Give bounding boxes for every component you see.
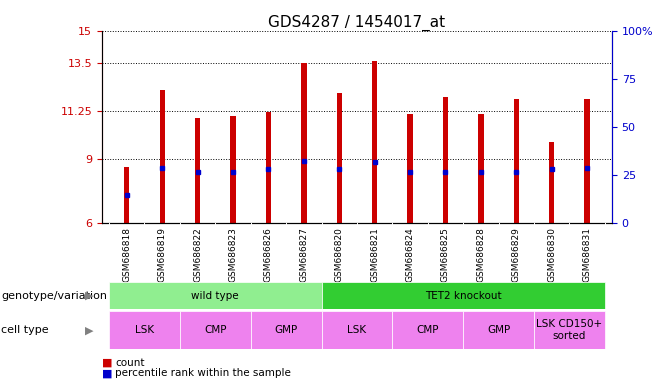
Bar <box>109 311 180 349</box>
Text: ▶: ▶ <box>85 325 93 335</box>
Bar <box>549 142 555 223</box>
Bar <box>109 282 322 309</box>
Text: GSM686831: GSM686831 <box>582 227 592 283</box>
Text: LSK: LSK <box>135 325 154 335</box>
Bar <box>230 116 236 223</box>
Text: cell type: cell type <box>1 325 49 335</box>
Bar <box>443 97 448 223</box>
Text: GSM686828: GSM686828 <box>476 227 486 282</box>
Bar <box>514 99 519 223</box>
Text: count: count <box>115 358 145 368</box>
Text: LSK CD150+
sorted: LSK CD150+ sorted <box>536 319 603 341</box>
Text: GSM686821: GSM686821 <box>370 227 379 282</box>
Text: ■: ■ <box>102 358 113 368</box>
Text: ■: ■ <box>102 368 113 378</box>
Text: GMP: GMP <box>274 325 298 335</box>
Bar <box>337 93 342 223</box>
Text: GSM686820: GSM686820 <box>335 227 343 282</box>
Bar <box>251 311 322 349</box>
Text: GSM686819: GSM686819 <box>158 227 166 283</box>
Text: GSM686818: GSM686818 <box>122 227 132 283</box>
Text: CMP: CMP <box>417 325 439 335</box>
Bar <box>195 118 200 223</box>
Bar <box>478 114 484 223</box>
Text: GSM686822: GSM686822 <box>193 227 202 282</box>
Text: GSM686825: GSM686825 <box>441 227 450 282</box>
Bar <box>322 282 605 309</box>
Text: GSM686826: GSM686826 <box>264 227 273 282</box>
Bar <box>407 114 413 223</box>
Bar <box>124 167 130 223</box>
Bar <box>266 112 271 223</box>
Text: wild type: wild type <box>191 291 239 301</box>
Bar <box>392 311 463 349</box>
Bar <box>584 99 590 223</box>
Text: GSM686830: GSM686830 <box>547 227 556 283</box>
Text: GSM686824: GSM686824 <box>405 227 415 282</box>
Text: percentile rank within the sample: percentile rank within the sample <box>115 368 291 378</box>
Text: genotype/variation: genotype/variation <box>1 291 107 301</box>
Bar <box>534 311 605 349</box>
Text: GSM686827: GSM686827 <box>299 227 309 282</box>
Text: LSK: LSK <box>347 325 367 335</box>
Title: GDS4287 / 1454017_at: GDS4287 / 1454017_at <box>268 15 445 31</box>
Text: GSM686829: GSM686829 <box>512 227 521 282</box>
Text: GSM686823: GSM686823 <box>228 227 238 282</box>
Bar <box>301 63 307 223</box>
Bar <box>463 311 534 349</box>
Bar <box>372 61 377 223</box>
Bar <box>180 311 251 349</box>
Bar <box>159 91 165 223</box>
Text: ▶: ▶ <box>85 291 93 301</box>
Bar <box>322 311 392 349</box>
Text: CMP: CMP <box>204 325 226 335</box>
Text: TET2 knockout: TET2 knockout <box>425 291 501 301</box>
Text: GMP: GMP <box>487 325 510 335</box>
